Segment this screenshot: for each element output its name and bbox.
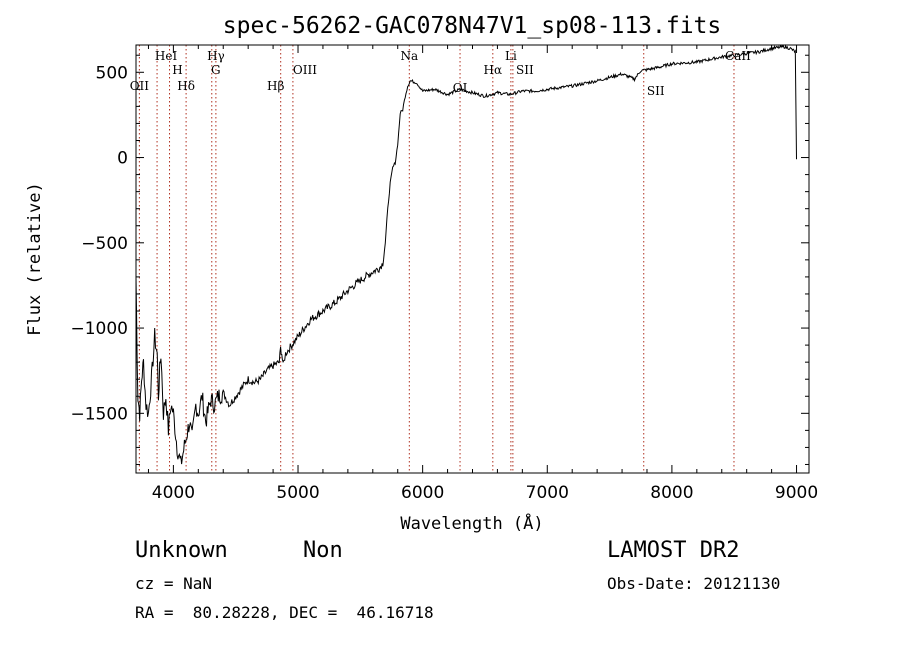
x-axis: 4000 5000 6000 7000 8000 9000	[147, 45, 818, 503]
y-axis-label: Flux (relative)	[25, 182, 45, 336]
spectrum-series	[135, 44, 797, 465]
x-tick-label: 8000	[650, 483, 693, 503]
reference-line-label: SII	[516, 63, 534, 77]
y-tick-label: −500	[81, 234, 128, 254]
reference-line-label: Li	[505, 49, 517, 63]
reference-line-label: Hδ	[177, 79, 195, 93]
reference-line-label: OII	[130, 79, 150, 93]
reference-line-label: Na	[400, 49, 418, 63]
y-tick-label: 0	[117, 149, 128, 169]
reference-line-label: Hα	[484, 63, 503, 77]
reference-line-label: Hβ	[267, 79, 284, 93]
y-tick-label: 500	[96, 63, 128, 83]
y-tick-label: −1500	[70, 404, 128, 424]
y-tick-label: −1000	[70, 319, 128, 339]
reference-line-label: SII	[647, 84, 665, 98]
reference-line-label: H	[172, 63, 182, 77]
redshift: cz = NaN	[135, 574, 213, 593]
survey-name: LAMOST DR2	[607, 538, 740, 563]
plot-frame	[135, 44, 810, 474]
x-tick-label: 9000	[775, 483, 818, 503]
reference-line-label: OI	[453, 81, 468, 95]
reference-lines: OIIHeIHHδGHγHβOIIINaOIHαLiSIISIICaII	[130, 45, 751, 473]
reference-line-label: OIII	[293, 63, 317, 77]
reference-line-label: HeI	[155, 49, 178, 63]
x-tick-label: 5000	[276, 483, 319, 503]
x-tick-label: 6000	[401, 483, 444, 503]
object-class: Unknown	[135, 538, 228, 563]
x-tick-label: 7000	[526, 483, 569, 503]
object-subclass: Non	[303, 538, 343, 563]
reference-line-label: Hγ	[207, 49, 225, 63]
x-axis-label: Wavelength (Å)	[400, 512, 543, 534]
x-tick-label: 4000	[152, 483, 195, 503]
obs-date: Obs-Date: 20121130	[607, 574, 781, 593]
coordinates: RA = 80.28228, DEC = 46.16718	[135, 603, 434, 622]
y-axis: 500 0 −500 −1000 −1500	[70, 54, 809, 465]
chart-title: spec-56262-GAC078N47V1_sp08-113.fits	[223, 13, 722, 39]
